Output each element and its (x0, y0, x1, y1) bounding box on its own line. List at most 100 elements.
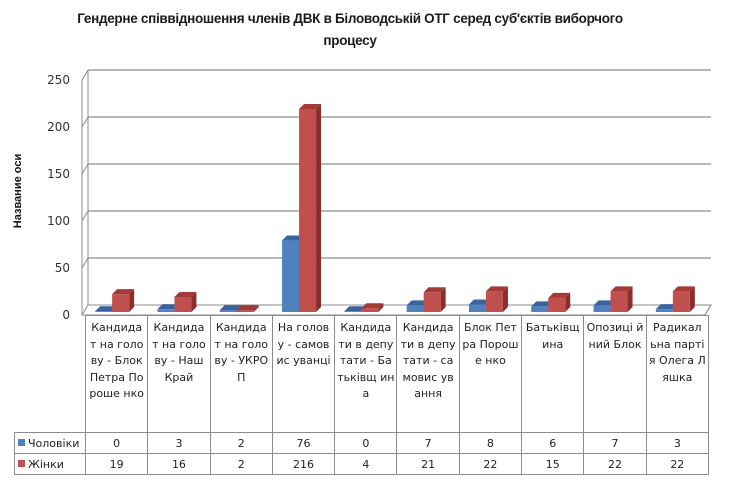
bar-female-side (440, 287, 446, 312)
bar-male (282, 240, 300, 312)
bar-female-side (191, 291, 197, 312)
legend-label: Чоловіки (28, 436, 80, 450)
category-label: Радикал ьна партія Олега Ляшка (645, 315, 709, 433)
bar-female (299, 108, 317, 313)
bar-female-side (129, 289, 135, 312)
bar-male (593, 305, 611, 312)
bar-female-top (112, 289, 135, 295)
table-cell: 22 (583, 453, 647, 475)
category-row: Кандида т на голову - Блок Петра Пороше … (14, 315, 709, 433)
table-cell: 216 (271, 453, 336, 475)
bar-female-top (299, 103, 322, 109)
bar-male-top (95, 306, 118, 312)
bar-female (672, 291, 690, 312)
y-tick-label: 250 (47, 73, 70, 87)
series-row-female: Жінки 19 16 2 216 4 21 22 15 22 22 (14, 453, 709, 475)
bar-male (531, 306, 549, 312)
bar-female-top (548, 292, 571, 298)
table-cell: 6 (521, 432, 585, 454)
table-cell: 19 (84, 453, 149, 475)
bar-female-top (610, 286, 633, 292)
bar-female-top (485, 286, 508, 292)
bar-female-side (316, 103, 322, 313)
bar-female-side (502, 286, 508, 312)
bar-male-top (593, 300, 616, 306)
category-label: Кандида т на голову - Наш Край (147, 315, 211, 433)
table-cell: 21 (396, 453, 460, 475)
table-cell: 4 (334, 453, 398, 475)
bar-male-top (282, 235, 305, 241)
table-cell: 7 (583, 432, 647, 454)
table-cell: 0 (84, 432, 149, 454)
table-cell: 22 (458, 453, 523, 475)
bar-male-top (468, 299, 491, 305)
category-label: Опозиці йний Блок (583, 315, 647, 433)
floor-edge (704, 304, 712, 316)
legend-entry: Жінки (14, 453, 86, 475)
bar-male (95, 311, 113, 312)
bar-male-top (344, 306, 367, 312)
category-label: Кандида т на голову - УКРОП (209, 315, 273, 433)
table-cell: 16 (147, 453, 211, 475)
category-label: Блок Петра Пороше нко (458, 315, 523, 433)
bar-male (468, 304, 486, 312)
bar-female-side (627, 286, 633, 312)
plot-area: 0 50 100 150 200 250 (47, 69, 712, 322)
bar-female-side (378, 303, 384, 312)
table-cell: 76 (271, 432, 336, 454)
category-label: Кандида ти в депутати - самовис ування (396, 315, 460, 433)
bar-male (344, 311, 362, 312)
table-cell: 2 (209, 453, 273, 475)
bar-female-side (565, 292, 571, 312)
bar-female (423, 292, 441, 312)
category-label: Кандида т на голову - Блок Петра Пороше … (84, 315, 149, 433)
legend-swatch-female (18, 460, 25, 467)
bar-male-top (157, 304, 180, 310)
bar-female (236, 310, 254, 312)
table-cell: 3 (147, 432, 211, 454)
y-tick-label: 150 (47, 167, 70, 181)
legend-swatch-male (18, 439, 25, 446)
table-cell: 8 (458, 432, 523, 454)
bar-male-top (219, 305, 242, 311)
legend-label: Жінки (28, 457, 64, 471)
legend-entry: Чоловіки (14, 432, 86, 454)
y-tick-label: 200 (47, 120, 70, 134)
bar-female-top (236, 305, 259, 311)
table-cell: 2 (209, 432, 273, 454)
table-cell: 22 (645, 453, 709, 475)
gridline-side (81, 69, 89, 81)
data-table: Кандида т на голову - Блок Петра Пороше … (14, 315, 709, 475)
category-label: Батьківщ ина (521, 315, 585, 433)
bar-female (548, 297, 566, 312)
table-cell: 3 (645, 432, 709, 454)
bar-female (112, 294, 130, 312)
series-row-male: Чоловіки 0 3 2 76 0 7 8 6 7 3 (14, 432, 709, 454)
y-tick-label: 50 (55, 261, 70, 275)
bar-male-top (655, 304, 678, 310)
gridline-side (81, 163, 89, 175)
bar-female (485, 291, 503, 312)
table-cell: 0 (334, 432, 398, 454)
table-cell: 15 (521, 453, 585, 475)
bar-female (174, 296, 192, 312)
table-cell: 7 (396, 432, 460, 454)
bar-male (655, 309, 673, 312)
chart-title-line-1: Гендерне співвідношення членів ДВК в Біл… (77, 11, 623, 26)
chart-title-line-2: процесу (323, 33, 377, 48)
bar-male (157, 309, 175, 312)
bar-female (610, 291, 628, 312)
bar-female-top (672, 286, 695, 292)
bar-female (361, 308, 379, 312)
bar-female-side (689, 286, 695, 312)
y-tick-label: 0 (62, 308, 70, 322)
bar-male-top (406, 300, 429, 306)
bar-male (406, 305, 424, 312)
y-tick-label: 100 (47, 214, 70, 228)
category-label: Кандида ти в депутати - Батьківщ ина (334, 315, 398, 433)
bar-female-top (361, 303, 384, 309)
gridline-side (81, 116, 89, 128)
category-label: На голову - самовис уванці (271, 315, 336, 433)
gridline-side (81, 257, 89, 269)
table-corner (14, 315, 86, 433)
